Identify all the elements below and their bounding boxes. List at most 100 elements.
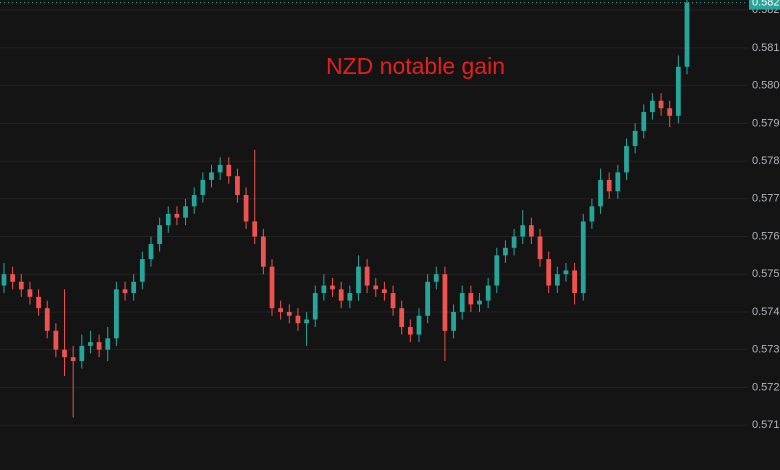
candle-body [165, 213, 171, 226]
candle-body [589, 206, 595, 222]
candle-body [675, 66, 681, 116]
candle-body [79, 345, 85, 361]
candle-body [96, 342, 102, 350]
candle-body [598, 179, 603, 207]
y-tick-label: 0.57800 [752, 155, 780, 167]
candle-body [10, 274, 16, 282]
candle-body [650, 100, 655, 113]
candle-body [667, 108, 673, 116]
candle-body [131, 281, 137, 294]
candle-body [459, 293, 465, 312]
grid [0, 9, 748, 426]
candle-body [658, 100, 664, 109]
y-tick-label: 0.57400 [752, 306, 780, 318]
candle-body [537, 236, 543, 260]
candle-body [200, 179, 206, 196]
candle-body [554, 274, 560, 286]
candle-body [209, 172, 214, 180]
candle-body [286, 311, 292, 316]
candle-body [451, 311, 456, 331]
candle-body [529, 225, 534, 237]
y-tick-label: 0.57500 [752, 268, 780, 280]
y-tick-label: 0.58100 [752, 42, 780, 54]
candle-body [114, 289, 119, 339]
y-tick-label: 0.57600 [752, 230, 780, 242]
candle-body [36, 296, 41, 309]
candle-body [347, 293, 353, 301]
candle-body [183, 206, 188, 218]
candle-body [105, 338, 111, 350]
candle-body [304, 319, 309, 324]
candle-body [624, 145, 629, 173]
candle-body [243, 195, 249, 222]
candle-body [433, 274, 439, 282]
candle-body [148, 244, 154, 260]
candle-body [62, 349, 67, 358]
y-tick-label: 0.58200 [752, 4, 780, 16]
y-tick-label: 0.58000 [752, 80, 780, 92]
candle-body [1, 274, 7, 286]
candle-body [88, 342, 93, 346]
candle-body [442, 274, 448, 331]
candle-body [546, 259, 552, 286]
candle-body [295, 315, 301, 324]
candle-body [615, 172, 621, 192]
candle-body [44, 308, 50, 331]
candle-body [572, 270, 577, 294]
candle-body [235, 176, 240, 196]
candle-body [269, 266, 275, 309]
candle-body [226, 164, 232, 177]
candle-body [157, 225, 162, 245]
candle-body [416, 315, 422, 335]
candle-body [312, 293, 318, 320]
candle-body [53, 330, 59, 350]
candle-body [580, 221, 586, 294]
candle-body [27, 289, 33, 297]
candle-body [407, 327, 413, 335]
y-tick-label: 0.57200 [752, 381, 780, 393]
candle-body [139, 259, 145, 282]
y-tick-label: 0.57700 [752, 193, 780, 205]
annotation: NZD notable gain [326, 53, 505, 79]
candle-body [563, 270, 569, 275]
candle-body [373, 285, 379, 290]
y-axis: 0.57100 0.57200 0.57300 0.57400 0.57500 0.576… [0, 0, 780, 431]
candle-body [330, 285, 335, 290]
candle-body [356, 266, 361, 294]
candle-body [364, 266, 370, 286]
last-price-label: 0.58220 [752, 0, 780, 9]
candle-body [321, 285, 327, 294]
candle-body [511, 236, 517, 248]
candle-body [684, 2, 690, 67]
candle-body [606, 179, 612, 192]
candle-body [468, 293, 474, 305]
candle-body [18, 281, 24, 290]
y-tick-label: 0.57300 [752, 344, 780, 356]
candle-body [632, 130, 638, 146]
candle-body [503, 247, 508, 256]
candle-body [425, 281, 431, 316]
candle-body [520, 225, 526, 237]
candle-body [338, 289, 344, 301]
candle-body [122, 289, 128, 294]
candles [1, 0, 690, 418]
candle-body [494, 255, 500, 286]
candle-body [278, 308, 284, 312]
candle-body [191, 195, 197, 207]
candle-body [390, 293, 396, 309]
candle-body [174, 213, 180, 218]
candle-body [252, 221, 258, 237]
y-tick-label: 0.57100 [752, 419, 780, 431]
y-tick-label: 0.57900 [752, 117, 780, 129]
candle-body [382, 289, 387, 294]
candle-body [485, 285, 491, 301]
candle-body [217, 164, 223, 173]
candle-body [260, 236, 266, 267]
candle-body [70, 357, 76, 361]
candle-body [641, 112, 647, 131]
candle-body [477, 300, 482, 305]
last-price-badge [749, 0, 780, 10]
